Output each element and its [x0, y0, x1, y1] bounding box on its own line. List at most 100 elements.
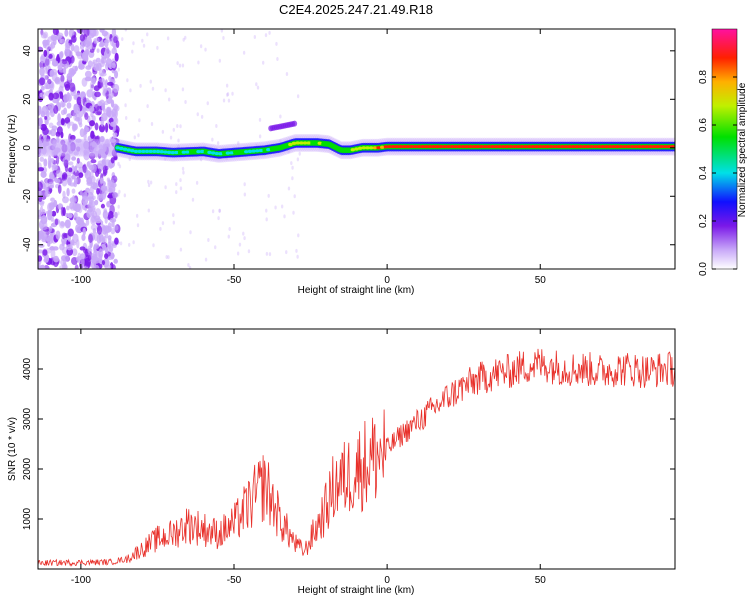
- spectrogram-ridge-point: [449, 144, 455, 149]
- spectrogram-speckle: [227, 234, 230, 239]
- spectrogram-ridge-halo: [108, 138, 115, 157]
- spectrogram-speckle: [59, 38, 63, 44]
- spectrogram-speckle: [41, 147, 47, 155]
- spectrogram-ridge-point: [527, 144, 532, 149]
- spectrogram-ridge-point: [607, 144, 613, 149]
- spectrogram-speckle: [167, 97, 171, 102]
- spectrogram-speckle: [137, 133, 140, 138]
- spectrogram-speckle: [129, 88, 132, 93]
- spectrogram-speckle: [71, 123, 77, 132]
- spectrogram-speckle: [181, 166, 185, 171]
- spectrogram-speckle: [47, 155, 52, 165]
- spectrogram-speckle: [105, 111, 110, 116]
- colorbar-tick-label: 0.8: [698, 70, 709, 84]
- spectrogram-speckle: [98, 78, 105, 83]
- spectrogram-speckle: [50, 197, 55, 202]
- spectrogram-speckle: [79, 91, 86, 100]
- spectrogram-ridge-point: [398, 144, 403, 149]
- spectrogram-speckle: [98, 248, 104, 258]
- spectrogram-speckle: [90, 130, 95, 140]
- spectrogram-speckle: [106, 143, 110, 148]
- spectrogram-ridge-point: [115, 146, 120, 150]
- spectrogram-ridge-point: [188, 150, 194, 154]
- spectrogram-ridge-point: [519, 144, 525, 149]
- chart-title: C2E4.2025.247.21.49.R18: [279, 2, 433, 17]
- spectrogram-speckle: [138, 118, 141, 123]
- spectrogram-speckle: [267, 193, 270, 198]
- spectrogram-speckle: [39, 66, 45, 77]
- spectrogram-speckle: [67, 121, 75, 126]
- spectrogram-speckle: [109, 179, 115, 188]
- spectrogram-speckle: [188, 265, 192, 269]
- spectrogram-ridge-halo: [62, 138, 69, 157]
- spectrogram-speckle: [177, 138, 180, 143]
- spectrogram-speckle: [175, 182, 178, 187]
- spectrogram-ridge-halo: [95, 138, 102, 157]
- spectrogram-speckle: [113, 105, 120, 112]
- spectrogram-speckle: [49, 174, 55, 180]
- spectrogram-speckle: [128, 157, 131, 162]
- spectrogram-speckle: [90, 159, 97, 164]
- spectrogram-ridge-point: [556, 144, 561, 149]
- spectrogram-speckle: [52, 92, 60, 100]
- spectrogram-ridge-halo: [106, 138, 113, 157]
- spectrogram-ridge-point: [148, 149, 153, 154]
- spectrogram-speckle: [105, 122, 109, 133]
- spectrogram-speckle: [176, 123, 179, 128]
- spectrogram-ridge-point: [501, 144, 506, 149]
- spectrogram-speckle: [181, 63, 185, 68]
- spectrogram-speckle: [275, 41, 278, 46]
- spectrogram-ridge-point: [475, 144, 480, 149]
- spectrogram-ridge-point: [218, 152, 223, 156]
- spectrogram-speckle: [179, 186, 183, 191]
- spectrogram-speckle: [124, 29, 128, 32]
- spectrogram-ridge-point: [413, 144, 418, 149]
- spectrogram-speckle: [38, 77, 46, 86]
- x-tick-label: 0: [384, 575, 390, 586]
- spectrogram-speckle: [43, 158, 48, 167]
- spectrogram-speckle: [60, 74, 65, 83]
- spectrogram-ridge-point: [357, 146, 363, 150]
- spectrogram-speckle: [131, 49, 134, 54]
- spectrogram-speckle: [107, 187, 113, 194]
- spectrogram-speckle: [112, 83, 120, 93]
- colorbar-tick-label: 0.2: [698, 214, 709, 228]
- spectrogram-speckle: [54, 76, 61, 85]
- spectrogram-speckle: [91, 141, 96, 148]
- spectrogram-speckle: [38, 264, 43, 269]
- snr-frame: [37, 328, 676, 570]
- spectrogram-ridge-point: [582, 144, 587, 149]
- spectrogram-speckle: [38, 117, 43, 126]
- spectrogram-speckle: [66, 187, 70, 197]
- spectrogram-speckle: [56, 126, 63, 135]
- spectrogram-speckle: [44, 115, 48, 120]
- spectrogram-ridge-halo: [68, 138, 75, 157]
- spectrogram-speckle: [242, 231, 245, 236]
- spectrogram-speckle: [291, 176, 294, 181]
- spectrogram-speckle: [228, 227, 231, 232]
- spectrogram-speckle: [94, 91, 101, 98]
- spectrogram-speckle: [161, 129, 165, 134]
- spectrogram-speckle: [103, 225, 110, 234]
- spectrogram-speckle: [99, 135, 105, 143]
- spectrogram-speckle: [71, 248, 78, 256]
- spectrogram-ridge-halo: [64, 138, 71, 157]
- spectrogram-speckle: [91, 215, 96, 223]
- spectrogram-speckle: [64, 219, 71, 229]
- spectrogram-speckle: [59, 81, 66, 89]
- spectrogram-ridge-point: [479, 144, 484, 149]
- spectrogram-speckle: [74, 106, 81, 115]
- spectrogram-ridge-point: [563, 144, 569, 149]
- spectrogram-ridge-point: [622, 144, 627, 149]
- spectrogram-speckle: [256, 85, 260, 90]
- spectrogram-speckle: [121, 37, 124, 42]
- spectrogram-ridge-point: [233, 150, 238, 155]
- spectrogram-speckle: [123, 193, 127, 198]
- spectrogram-speckle: [44, 43, 51, 51]
- spectrogram-speckle: [39, 156, 45, 162]
- spectrogram-ridge-point: [313, 141, 319, 145]
- spectrogram-speckle: [47, 209, 53, 217]
- spectrogram-ridge-point: [210, 151, 216, 155]
- spectrogram-speckle: [108, 75, 112, 82]
